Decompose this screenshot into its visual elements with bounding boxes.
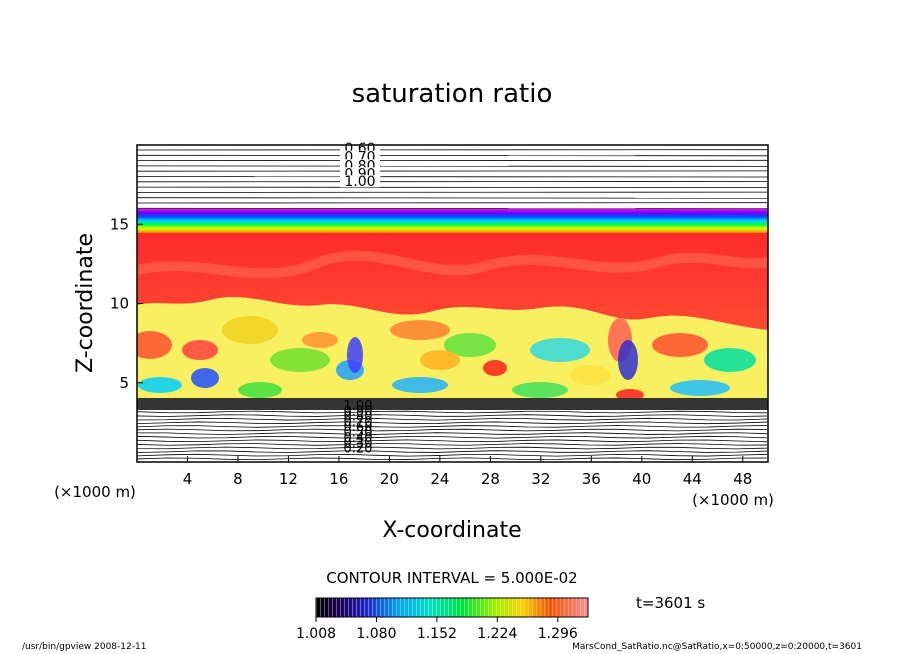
upper-contour-lines [137,149,768,210]
contour-line [137,435,768,439]
x-axis-ticks: 4 8 12 16 20 24 28 32 36 40 44 48 [183,456,752,488]
colorbar-tick-label: 1.152 [417,626,457,642]
blob [182,340,218,360]
contour-line [137,197,768,199]
colorbar-ticks: 1.008 1.080 1.152 1.224 1.296 [296,617,578,642]
contour-line [137,207,768,210]
contour-label: 1.00 [344,399,373,414]
colorbar-frame [315,597,589,618]
contour-label: 0.80 [344,410,373,425]
transition-band [137,209,768,235]
contour-line [137,439,768,443]
contour-line [137,176,768,178]
x-tick-label: 16 [329,470,348,488]
contour-line [137,410,768,414]
y-tick-label: 10 [110,295,129,313]
colorbar-tick-label: 1.224 [477,626,517,642]
chart-title: saturation ratio [352,79,553,109]
contour-line [137,432,768,435]
x-tick-label: 48 [733,470,752,488]
blob [618,340,638,380]
blob [238,382,282,398]
x-tick-label: 28 [481,470,500,488]
time-label: t=3601 s [636,594,705,612]
contour-label: 0.20 [344,441,373,456]
dense-contour-band [137,398,768,410]
y-axis-label: Z-coordinate [73,233,98,373]
red-region [137,233,768,330]
x-axis-label: X-coordinate [382,518,521,543]
contour-label: 0.50 [344,426,373,441]
contour-line [137,446,768,450]
blob [570,365,610,385]
blob [390,320,450,340]
contour-label: 0.60 [344,420,373,435]
contour-interval: CONTOUR INTERVAL = 5.000E-02 [326,569,577,587]
lower-contour-labels: 1.000.900.800.700.600.500.400.300.20 [344,399,373,456]
blob [483,360,507,376]
blob [530,338,590,362]
blob [652,333,708,357]
contour-line [137,457,768,461]
turbulence-blobs [137,316,756,401]
x-tick-label: 36 [582,470,601,488]
contour-line [137,414,768,417]
y-tick-label: 5 [119,374,129,392]
contour-line [137,154,768,157]
blob [191,368,219,388]
blob [704,348,756,372]
x-tick-label: 24 [430,470,449,488]
colorbar-tick-label: 1.296 [538,626,578,642]
contour-label: 0.30 [344,436,373,451]
blob [270,348,330,372]
footer-left: /usr/bin/gpview 2008-12-11 [22,642,146,652]
contour-line [137,443,768,446]
contour-label-bg [340,175,380,188]
blob [222,316,278,344]
contour-line [137,421,768,425]
blob [347,337,363,373]
y-tick-label: 15 [110,215,129,233]
colorbar-tick-label: 1.008 [296,626,336,642]
x-tick-label: 40 [632,470,651,488]
x-tick-label: 8 [233,470,243,488]
contour-label: 0.40 [344,431,373,446]
contour-line [137,450,768,453]
footer-right: MarsCond_SatRatio.nc@SatRatio,x=0:50000,… [572,642,862,652]
blob [444,333,496,357]
x-tick-label: 12 [279,470,298,488]
blob [138,377,182,393]
x-tick-label: 32 [531,470,550,488]
colorbar-tick-label: 1.080 [356,626,396,642]
contour-line [137,425,768,428]
blob [302,332,338,348]
plot-field [137,145,768,462]
contour-line [137,165,768,167]
x-tick-label: 44 [683,470,702,488]
contour-label: 1.00 [344,174,375,190]
blob [512,382,568,398]
contour-line [137,428,768,432]
streak [137,250,768,279]
blob [137,331,172,359]
lower-contour-lines [137,410,768,461]
x-tick-label: 20 [380,470,399,488]
upper-contour-labels: 0.600.700.800.901.00 [340,141,380,190]
blob [392,377,448,393]
colorbar-steps [316,598,588,617]
contour-label: 0.70 [344,415,373,430]
contour-line [137,417,768,421]
blob [420,350,460,370]
blob [670,380,730,396]
x-tick-label: 4 [183,470,193,488]
y-axis-ticks: 5 10 15 [110,215,143,392]
contour-line [137,453,768,457]
x-unit-label: (×1000 m) [692,491,774,509]
contour-label: 0.90 [344,404,373,419]
contour-line [137,186,768,189]
z-unit-label: (×1000 m) [54,483,136,501]
